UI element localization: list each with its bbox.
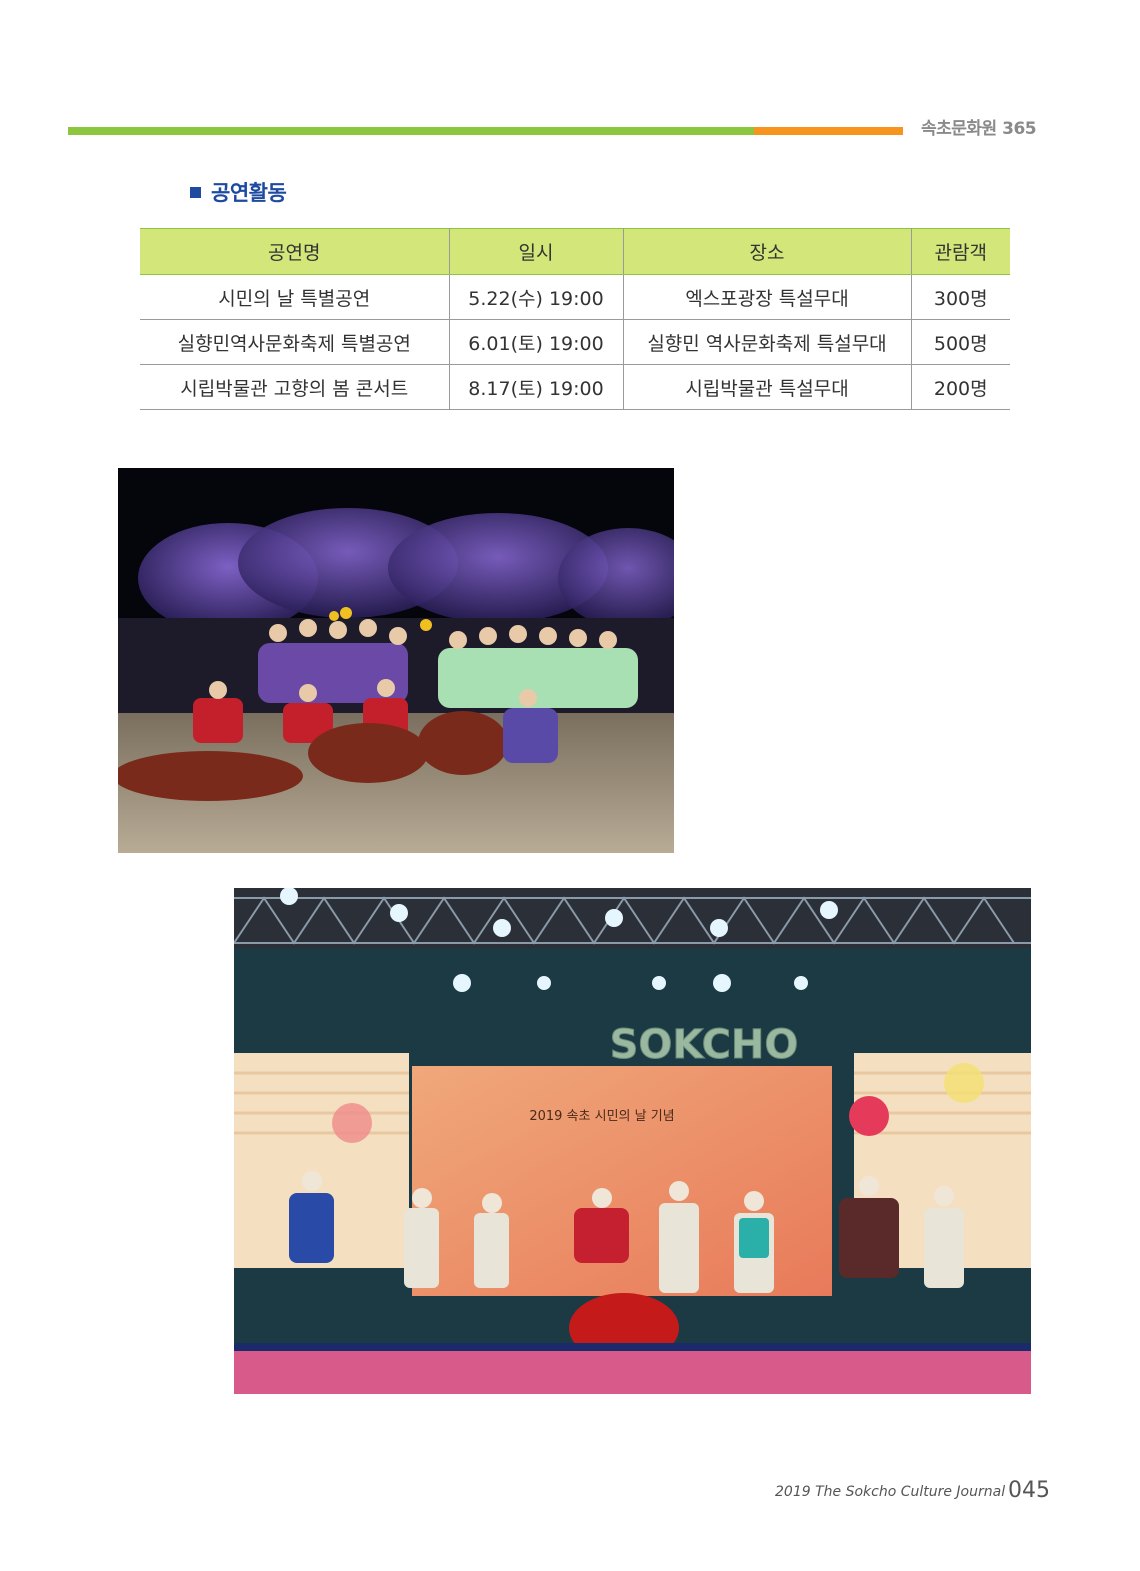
table-cell: 실향민 역사문화축제 특설무대	[622, 319, 912, 365]
square-bullet-icon	[190, 186, 201, 198]
table-row: 시민의 날 특별공연 5.22(수) 19:00 엑스포광장 특설무대 300명	[140, 274, 1010, 320]
section-heading: 공연활동	[190, 177, 287, 207]
table-cell: 시민의 날 특별공연	[140, 274, 450, 320]
column-header: 일시	[448, 228, 624, 275]
section-title: 공연활동	[211, 181, 287, 205]
table-row: 시립박물관 고향의 봄 콘서트 8.17(토) 19:00 시립박물관 특설무대…	[140, 364, 1010, 410]
table-header-row: 공연명 일시 장소 관람객	[140, 228, 1010, 275]
table-cell: 200명	[910, 364, 1010, 410]
table-row: 실향민역사문화축제 특별공연 6.01(토) 19:00 실향민 역사문화축제 …	[140, 319, 1010, 365]
table-cell: 300명	[910, 274, 1010, 320]
group-photo-image	[118, 468, 674, 853]
column-header: 관람객	[910, 228, 1010, 275]
table-cell: 시립박물관 특설무대	[622, 364, 912, 410]
performance-table: 공연명 일시 장소 관람객 시민의 날 특별공연 5.22(수) 19:00 엑…	[140, 228, 1010, 410]
table-cell: 6.01(토) 19:00	[448, 319, 624, 365]
header-rule-green	[68, 127, 754, 135]
stage-performance-image: SOKCHO 2019 속초 시민의 날 기념	[234, 888, 1031, 1394]
table-cell: 5.22(수) 19:00	[448, 274, 624, 320]
banner-text: 2019 속초 시민의 날 기념	[529, 1109, 674, 1124]
page-number: 045	[1008, 1478, 1050, 1503]
table-cell: 8.17(토) 19:00	[448, 364, 624, 410]
header-rule-orange	[754, 127, 903, 135]
table-cell: 시립박물관 고향의 봄 콘서트	[140, 364, 450, 410]
sokcho-sign: SOKCHO	[610, 1022, 799, 1068]
table-cell: 500명	[910, 319, 1010, 365]
journal-title: 2019 The Sokcho Culture Journal	[775, 1484, 1006, 1500]
table-cell: 엑스포광장 특설무대	[622, 274, 912, 320]
column-header: 장소	[622, 228, 912, 275]
running-header: 속초문화원 365	[921, 119, 1037, 139]
column-header: 공연명	[140, 228, 450, 275]
table-cell: 실향민역사문화축제 특별공연	[140, 319, 450, 365]
